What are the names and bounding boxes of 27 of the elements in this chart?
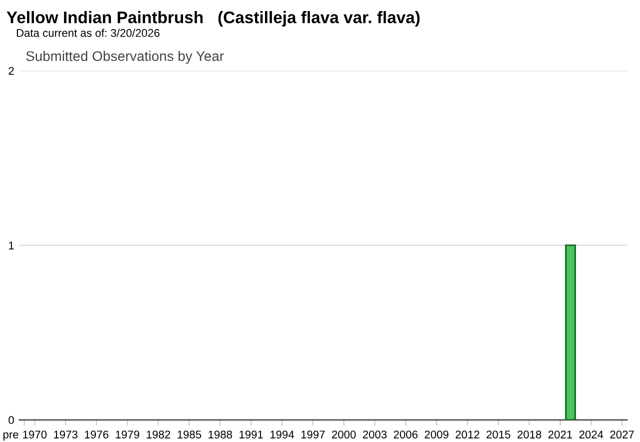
x-tick-label: 1979 [116,430,140,438]
y-tick-label: 2 [8,66,14,75]
x-tick-label: 1976 [84,430,108,438]
x-tick-label: 2024 [579,430,604,438]
x-tick-label: 2021 [548,430,572,438]
x-tick-label: 1973 [54,430,78,438]
x-tick-label: 1985 [178,430,202,438]
x-tick-label: 1991 [240,430,263,438]
text: Submitted Observations by Year [26,50,224,64]
x-tick-label: 2009 [424,430,448,438]
y-tick-label: 1 [9,242,14,250]
x-tick-label: 2003 [362,430,387,438]
x-tick-label: 1970 [23,430,47,438]
chart-subtitle: Data current as of: 3/20/2026 [16,28,160,37]
x-tick-label: 1997 [301,430,325,438]
x-tick-label: 1982 [146,430,170,438]
x-tick-label: 2027 [610,430,634,438]
x-tick-label: 1994 [270,430,294,438]
x-tick-label: 2006 [394,430,418,438]
x-tick-label: 2018 [518,430,542,438]
x-tick-label: 2015 [486,430,510,438]
x-tick-label: 1988 [208,430,232,438]
x-tick-label: pre [3,432,18,441]
x-tick-label: 2012 [456,430,480,438]
chart-title: Yellow Indian Paintbrush (Castilleja flava var. flava) [6,11,420,27]
y-tick-label: 0 [8,416,14,424]
x-tick-label: 2000 [332,430,356,438]
